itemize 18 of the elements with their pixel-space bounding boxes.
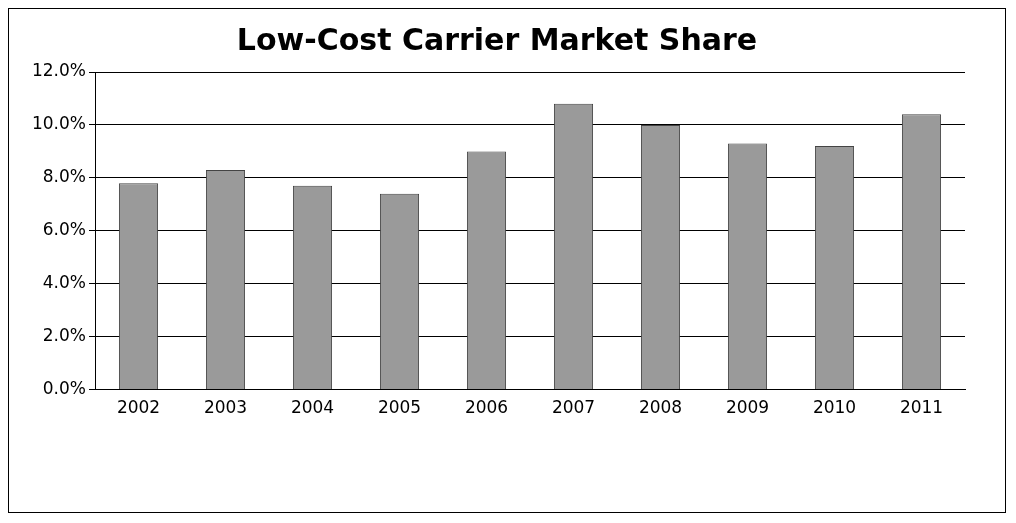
- chart-title: Low-Cost Carrier Market Share: [236, 21, 758, 57]
- x-tick-label: 2010: [812, 397, 857, 418]
- y-tick-label: 10.0%: [31, 113, 86, 134]
- y-tick-label: 12.0%: [31, 60, 86, 81]
- y-tick-label: 8.0%: [42, 166, 86, 187]
- x-tick-label: 2003: [203, 397, 248, 418]
- y-tick-label: 6.0%: [42, 219, 86, 240]
- x-tick-label: 2008: [638, 397, 683, 418]
- y-tick-label: 0.0%: [42, 378, 86, 399]
- x-tick-label: 2007: [551, 397, 596, 418]
- x-tick-label: 2006: [464, 397, 509, 418]
- y-tick-label: 2.0%: [42, 325, 86, 346]
- x-tick-label: 2005: [377, 397, 422, 418]
- x-tick-label: 2011: [899, 397, 944, 418]
- x-tick-label: 2002: [116, 397, 161, 418]
- x-tick-label: 2004: [290, 397, 335, 418]
- y-tick-label: 4.0%: [42, 272, 86, 293]
- x-tick-label: 2009: [725, 397, 770, 418]
